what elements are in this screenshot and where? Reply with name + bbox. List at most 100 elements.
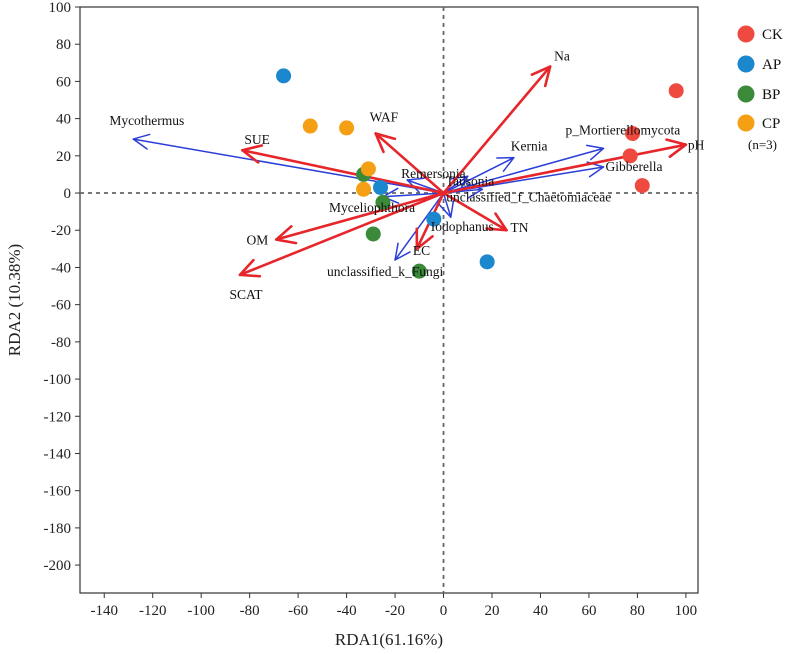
y-tick-label: -20: [51, 223, 71, 239]
env-arrow-tn: [442, 191, 508, 232]
x-tick-label: 100: [675, 603, 698, 619]
arrow-label-iodophanus: Iodophanus: [431, 219, 494, 234]
legend: CK AP BP CP (n=3): [737, 25, 783, 152]
point-bp: [375, 194, 391, 210]
y-tick-label: -40: [51, 260, 71, 276]
env-arrowhead-tn: [485, 212, 508, 232]
y-tick-label: -100: [44, 372, 72, 388]
point-ap: [373, 179, 389, 195]
species-arrow-kernia: [442, 156, 515, 194]
point-ap: [426, 211, 442, 227]
x-tick-label: 40: [533, 603, 548, 619]
point-ap: [479, 254, 495, 270]
arrow-label-sue: SUE: [244, 132, 270, 147]
arrow-label-tn: TN: [511, 220, 529, 235]
env-arrow-scat: [238, 191, 445, 277]
y-tick-label: 100: [49, 0, 72, 16]
arrow-label-unclassified-k-fungi: unclassified_k_Fungi: [327, 264, 443, 279]
env-arrow-na: [442, 65, 552, 195]
env-arrow-ph: [442, 143, 688, 195]
arrow-label-unclassified-f-chaetomiaceae: unclassified_f_Chaetomiaceae: [446, 189, 611, 204]
arrow-label-kernia: Kernia: [511, 139, 548, 154]
point-cp: [302, 118, 318, 134]
point-cp: [339, 120, 355, 136]
env-arrowhead-waf: [374, 132, 397, 154]
arrow-label-na: Na: [554, 49, 570, 64]
env-arrow-sue: [241, 148, 445, 195]
arrow-label-gibberella: Gibberella: [605, 159, 662, 174]
arrow-labels: Na pH WAF SUE OM SCAT TN EC Mycothermus p_Mortier…: [109, 49, 704, 302]
legend-label-ck: CK: [762, 27, 783, 43]
y-axis-ticks: 100 80 60 40 20 0 -20 -40 -60 -80 -100 -120 -140 -160…: [44, 0, 80, 574]
arrow-label-om: OM: [247, 233, 269, 248]
x-tick-label: -120: [139, 603, 167, 619]
y-tick-label: -140: [44, 446, 72, 462]
y-tick-label: -60: [51, 298, 71, 314]
env-arrow-om: [275, 191, 445, 241]
y-tick-label: -120: [44, 409, 72, 425]
y-tick-label: -160: [44, 484, 72, 500]
env-arrowhead-om: [275, 225, 298, 245]
x-tick-label: -80: [240, 603, 260, 619]
arrow-label-talaromyces: Tausonia: [446, 173, 495, 188]
x-tick-label: -60: [288, 603, 308, 619]
env-arrow-waf: [374, 132, 445, 195]
x-tick-label: 0: [440, 603, 448, 619]
legend-marker-cp: [737, 114, 755, 132]
point-cp: [356, 181, 372, 197]
y-tick-label: 60: [56, 74, 71, 90]
species-arrow-myceliophthora: [382, 192, 445, 198]
arrow-label-remersonia: Remersonia: [401, 166, 465, 181]
point-ck: [622, 148, 638, 164]
species-arrowhead-unclassified-k-fungi: [394, 242, 411, 261]
env-arrowhead-scat: [238, 258, 262, 278]
sample-points: [276, 68, 684, 279]
x-tick-label: -40: [337, 603, 357, 619]
point-bp: [411, 263, 427, 279]
arrow-label-mycothermus: Mycothermus: [109, 113, 184, 128]
legend-marker-bp: [737, 85, 755, 103]
y-tick-label: -200: [44, 558, 72, 574]
point-bp: [365, 226, 381, 242]
env-arrowhead-ec: [415, 227, 434, 251]
species-arrow-unclassified-k-fungi: [394, 192, 445, 261]
y-tick-label: -80: [51, 335, 71, 351]
species-arrow-iodophanus: [442, 192, 452, 218]
y-tick-label: 0: [64, 186, 72, 202]
x-tick-label: -100: [187, 603, 215, 619]
legend-note: (n=3): [748, 137, 777, 152]
point-ap: [276, 68, 292, 84]
x-tick-label: -20: [385, 603, 405, 619]
x-tick-label: 80: [630, 603, 645, 619]
arrow-label-scat: SCAT: [229, 287, 263, 302]
env-arrowhead-na: [530, 65, 552, 88]
environment-arrows: [238, 65, 688, 278]
y-axis-title: RDA2 (10.38%): [5, 244, 24, 356]
point-ck: [668, 83, 684, 99]
arrow-label-p-mortierellomycota: p_Mortierellomycota: [565, 122, 680, 137]
species-arrowhead-mycothermus: [132, 133, 151, 150]
x-axis-ticks: -140 -120 -100 -80 -60 -40 -20 0 20 40 60 80 100: [90, 593, 697, 619]
species-arrowhead-kernia: [496, 156, 515, 172]
x-axis-title: RDA1(61.16%): [335, 630, 443, 649]
arrow-label-ec: EC: [413, 243, 430, 258]
plot-frame: [79, 6, 699, 594]
legend-label-ap: AP: [762, 57, 781, 73]
y-tick-label: 80: [56, 37, 71, 53]
legend-label-cp: CP: [762, 116, 780, 132]
legend-marker-ck: [737, 25, 755, 43]
arrow-label-myceliophthora: Myceliophthora: [329, 200, 415, 215]
reference-lines: [80, 7, 698, 593]
species-arrowhead-iodophanus: [438, 199, 455, 218]
legend-label-bp: BP: [762, 87, 780, 103]
species-arrowhead-unclassified-f-chaetomiaceae: [465, 182, 484, 199]
arrow-label-waf: WAF: [370, 110, 399, 125]
x-tick-label: 20: [485, 603, 500, 619]
x-tick-label: 60: [581, 603, 596, 619]
legend-marker-ap: [737, 55, 755, 73]
env-arrowhead-sue: [241, 144, 264, 164]
env-arrowhead-ph: [665, 138, 688, 159]
y-tick-label: 20: [56, 149, 71, 165]
point-ck: [625, 126, 641, 142]
